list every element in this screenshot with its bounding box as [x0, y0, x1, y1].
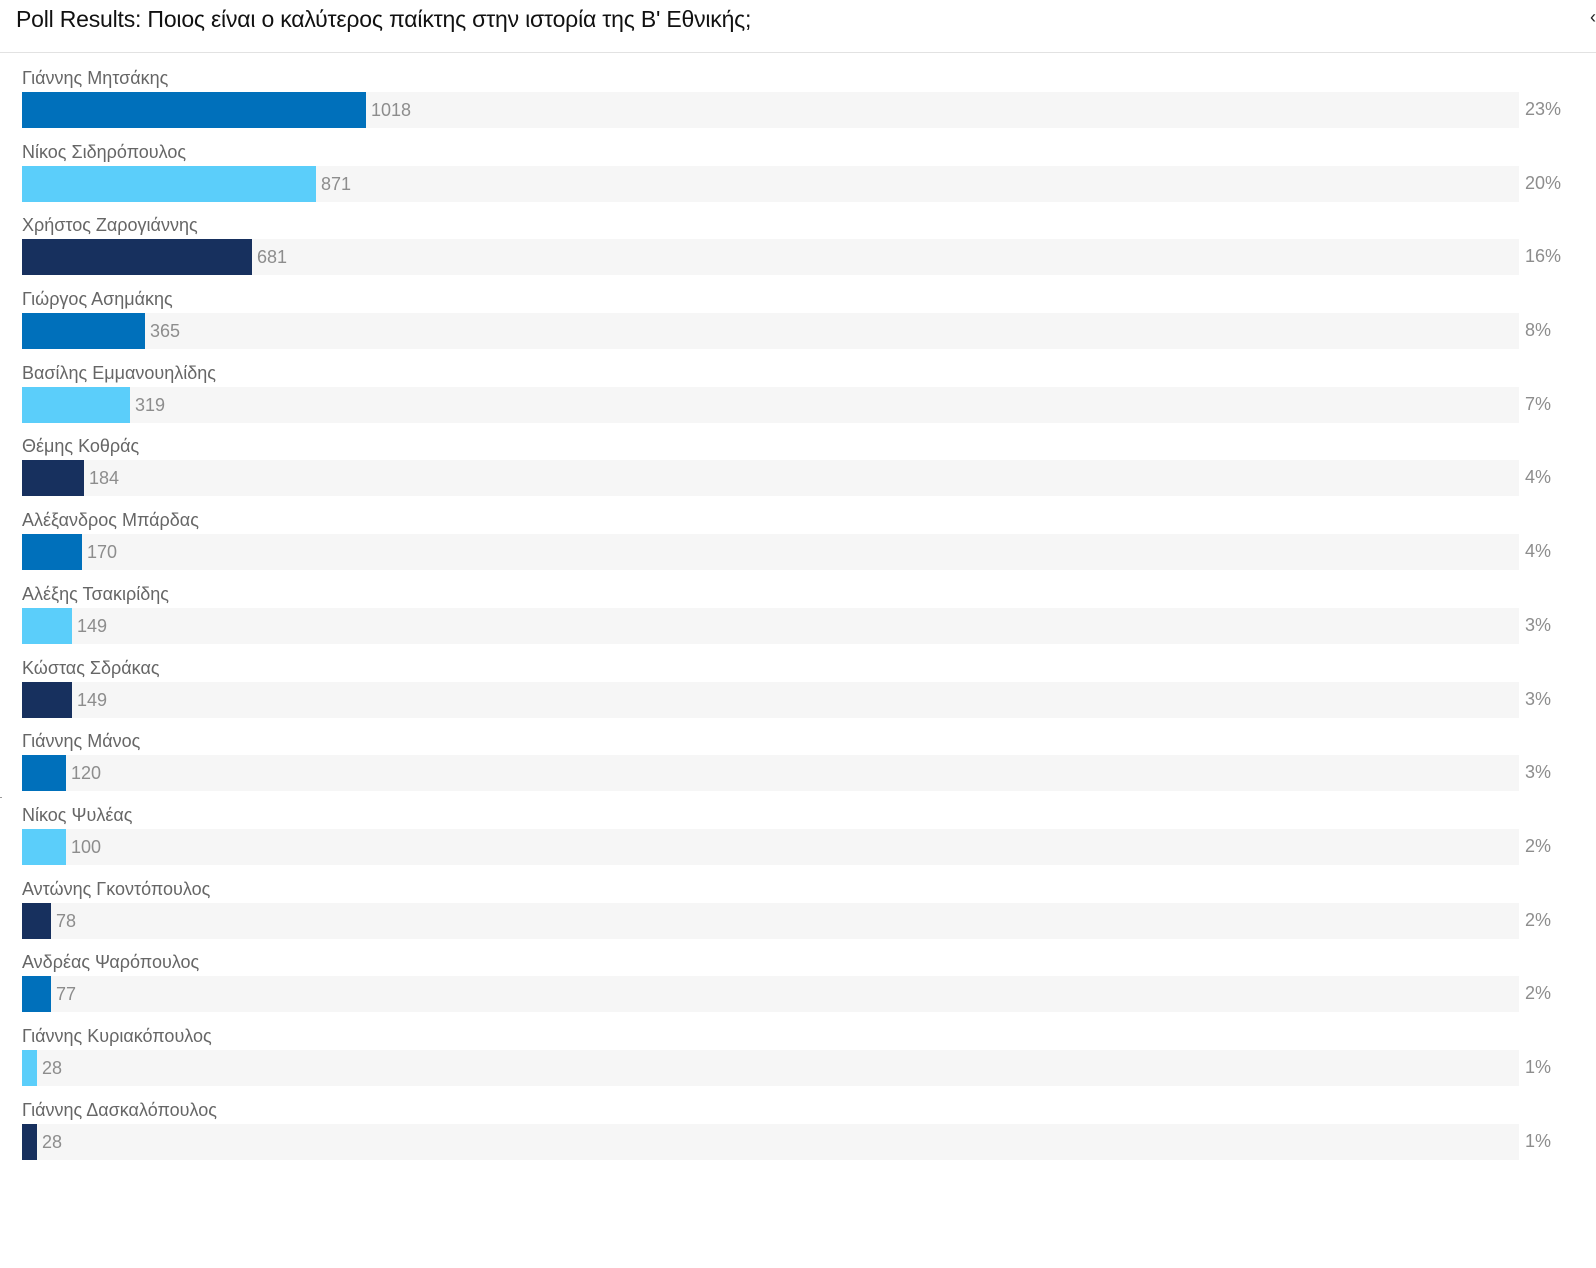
vote-count: 1018 [371, 100, 412, 120]
result-bar-fill [22, 755, 66, 792]
option-label: Νίκος Σιδηρόπουλος [22, 141, 187, 162]
result-bar-fill [22, 534, 82, 571]
vote-count: 78 [56, 910, 77, 931]
option-label: Κώστας Σδράκας [22, 657, 160, 678]
vote-count: 871 [321, 173, 352, 194]
vote-count: 365 [150, 321, 181, 342]
poll-option-row: Κώστας Σδράκας 149 3% [0, 656, 1596, 730]
vote-count: 681 [257, 247, 288, 268]
vote-percentage: 2% [1525, 909, 1552, 930]
poll-option-row: Αλέξης Τσακιρίδης 149 3% [0, 582, 1596, 656]
poll-option-row: Γιάννης Μάνος 120 3% [0, 729, 1596, 803]
option-label: Χρήστος Ζαρογιάννης [22, 215, 198, 236]
poll-option-row: Βασίλης Εμμανουηλίδης 319 7% [0, 361, 1596, 435]
poll-option-row: Νίκος Σιδηρόπουλος 871 20% [0, 140, 1596, 214]
option-label: Νίκος Ψυλέας [22, 804, 133, 825]
vote-count: 28 [42, 1131, 63, 1152]
vote-percentage: 3% [1525, 762, 1552, 783]
option-label: Γιώργος Ασημάκης [22, 289, 173, 310]
poll-option-row: Γιάννης Μητσάκης 1018 23% [0, 66, 1596, 140]
result-bar-fill [22, 681, 72, 718]
poll-results-header: Poll Results: Ποιος είναι ο καλύτερος πα… [0, 0, 1596, 53]
vote-count: 120 [71, 763, 102, 784]
vote-percentage: 2% [1525, 983, 1552, 1004]
poll-option-row: Γιώργος Ασημάκης 365 8% [0, 287, 1596, 361]
result-bar-fill [22, 92, 366, 128]
vote-percentage: 20% [1525, 172, 1562, 193]
option-label: Θέμης Κοθράς [22, 436, 140, 457]
result-bar-fill [22, 165, 316, 202]
result-bar-fill [22, 239, 252, 276]
option-label: Αντώνης Γκοντόπουλος [22, 878, 211, 899]
option-label: Γιάννης Δασκαλόπουλος [22, 1099, 217, 1120]
edge-divider [0, 797, 2, 798]
result-bar-track [22, 460, 1519, 497]
result-bar-track [22, 92, 1519, 128]
vote-count: 149 [77, 615, 108, 636]
vote-percentage: 16% [1525, 246, 1562, 267]
result-bar-track [22, 976, 1519, 1013]
option-label: Γιάννης Κυριακόπουλος [22, 1025, 212, 1046]
vote-count: 170 [87, 542, 118, 563]
vote-percentage: 1% [1525, 1130, 1552, 1151]
vote-percentage: 23% [1525, 99, 1562, 119]
vote-percentage: 2% [1525, 835, 1552, 856]
result-bar-fill [22, 1049, 37, 1086]
poll-results-list: Γιάννης Μητσάκης 1018 23% Νίκος Σιδηρόπουλο… [0, 66, 1596, 1171]
result-bar-track [22, 534, 1519, 571]
poll-option-row: Αλέξανδρος Μπάρδας 170 4% [0, 508, 1596, 582]
vote-count: 319 [135, 394, 166, 415]
result-bar-track [22, 902, 1519, 939]
vote-percentage: 4% [1525, 467, 1552, 488]
result-bar-track [22, 1123, 1519, 1160]
vote-percentage: 8% [1525, 320, 1552, 341]
page-title: Poll Results: Ποιος είναι ο καλύτερος πα… [16, 6, 752, 32]
poll-option-row: Θέμης Κοθράς 184 4% [0, 434, 1596, 508]
result-bar-track [22, 313, 1519, 350]
option-label: Γιάννης Μητσάκης [22, 68, 169, 88]
result-bar-track [22, 828, 1519, 865]
result-bar-fill [22, 607, 72, 644]
result-bar-track [22, 165, 1519, 202]
result-bar-fill [22, 828, 66, 865]
result-bar-track [22, 755, 1519, 792]
vote-count: 28 [42, 1057, 63, 1078]
option-label: Αλέξης Τσακιρίδης [22, 583, 169, 604]
poll-option-row: Νίκος Ψυλέας 100 2% [0, 803, 1596, 877]
vote-count: 100 [71, 836, 102, 857]
poll-option-row: Χρήστος Ζαρογιάννης 681 16% [0, 213, 1596, 287]
vote-percentage: 1% [1525, 1056, 1552, 1077]
poll-option-row: Ανδρέας Ψαρόπουλος 77 2% [0, 950, 1596, 1024]
vote-percentage: 7% [1525, 393, 1552, 414]
vote-count: 149 [77, 689, 108, 710]
vote-count: 184 [89, 468, 120, 489]
vote-percentage: 4% [1525, 541, 1552, 562]
vote-percentage: 3% [1525, 614, 1552, 635]
result-bar-fill [22, 902, 51, 939]
option-label: Αλέξανδρος Μπάρδας [22, 510, 199, 531]
option-label: Βασίλης Εμμανουηλίδης [22, 362, 216, 383]
option-label: Ανδρέας Ψαρόπουλος [22, 952, 200, 973]
result-bar-fill [22, 313, 145, 350]
result-bar-track [22, 681, 1519, 718]
poll-option-row: Αντώνης Γκοντόπουλος 78 2% [0, 877, 1596, 951]
result-bar-fill [22, 976, 51, 1013]
result-bar-fill [22, 1123, 37, 1160]
close-icon[interactable]: ‹ [1590, 7, 1596, 27]
poll-option-row: Γιάννης Κυριακόπουλος 28 1% [0, 1024, 1596, 1098]
result-bar-fill [22, 386, 130, 423]
result-bar-track [22, 239, 1519, 276]
result-bar-fill [22, 460, 84, 497]
result-bar-track [22, 607, 1519, 644]
vote-count: 77 [56, 984, 77, 1005]
vote-percentage: 3% [1525, 688, 1552, 709]
result-bar-track [22, 386, 1519, 423]
option-label: Γιάννης Μάνος [22, 731, 141, 752]
poll-option-row: Γιάννης Δασκαλόπουλος 28 1% [0, 1098, 1596, 1172]
result-bar-track [22, 1049, 1519, 1086]
